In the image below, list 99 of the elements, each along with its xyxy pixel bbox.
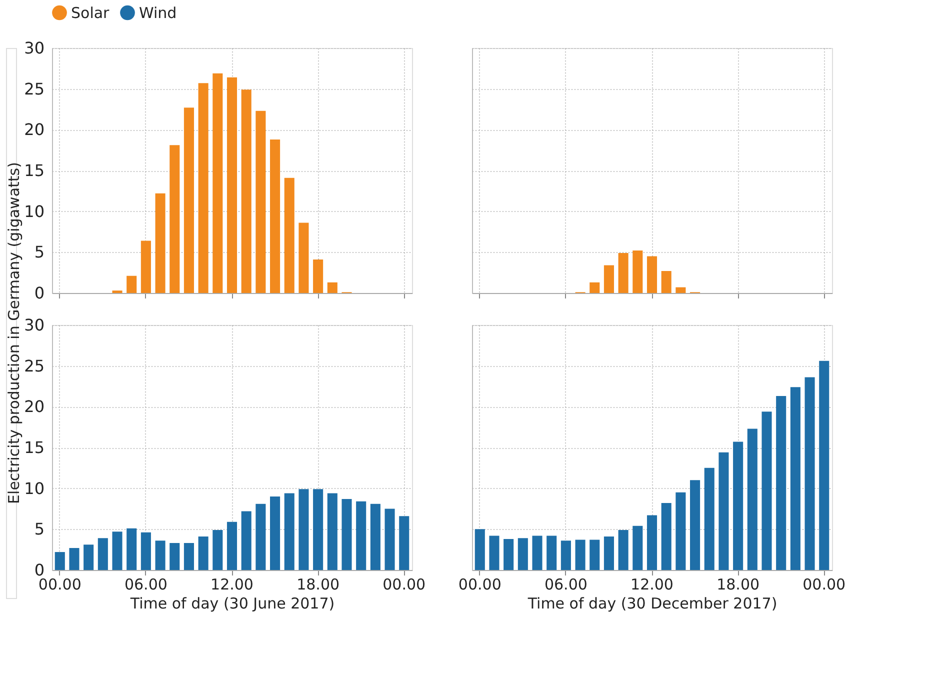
bar bbox=[474, 529, 485, 570]
bar bbox=[590, 282, 600, 293]
bar bbox=[241, 511, 252, 570]
y-tick-label: 15 bbox=[24, 438, 44, 457]
bar bbox=[270, 496, 280, 570]
bar bbox=[198, 83, 208, 293]
bar bbox=[504, 538, 514, 570]
y-tick-label: 25 bbox=[24, 79, 44, 98]
x-tick-label: 06.00 bbox=[544, 576, 588, 594]
bar bbox=[718, 452, 729, 570]
bar bbox=[819, 360, 830, 570]
x-tick-label: 06.00 bbox=[124, 576, 168, 594]
y-axis-title: Electricity production in Germany (gigawatts) bbox=[5, 162, 23, 504]
y-tick-label: 5 bbox=[34, 242, 44, 262]
bar bbox=[184, 108, 194, 293]
bar bbox=[226, 77, 238, 293]
x-tick-label: 12.00 bbox=[630, 576, 674, 594]
bar bbox=[226, 522, 238, 570]
y-tick-label: 20 bbox=[24, 120, 44, 140]
bar bbox=[632, 526, 643, 570]
bar bbox=[560, 540, 571, 570]
legend-label: Solar bbox=[71, 4, 110, 22]
y-tick-label: 10 bbox=[24, 202, 44, 221]
bar bbox=[98, 538, 108, 570]
bar bbox=[284, 493, 294, 570]
bar bbox=[676, 492, 686, 570]
bar bbox=[618, 530, 628, 570]
bar bbox=[298, 489, 309, 570]
y-tick-label: 20 bbox=[24, 397, 44, 416]
bar bbox=[155, 193, 166, 293]
y-tick-label: 15 bbox=[24, 161, 44, 180]
y-tick-label: 0 bbox=[34, 284, 44, 302]
bar bbox=[140, 240, 151, 293]
bar bbox=[170, 145, 180, 293]
bar bbox=[399, 516, 410, 570]
bar bbox=[590, 540, 600, 570]
x-tick-label: 18.00 bbox=[716, 576, 760, 594]
bar bbox=[733, 442, 744, 570]
bar bbox=[618, 252, 628, 293]
bar bbox=[532, 536, 542, 570]
bar bbox=[313, 489, 324, 570]
x-tick-label: 00.00 bbox=[802, 576, 846, 594]
bar bbox=[270, 139, 280, 293]
bar bbox=[342, 498, 352, 570]
bar bbox=[256, 110, 266, 293]
bar bbox=[356, 501, 366, 570]
bar bbox=[256, 504, 266, 570]
bar bbox=[140, 532, 151, 570]
y-tick-label: 30 bbox=[24, 316, 44, 334]
bar bbox=[198, 536, 208, 570]
x-axis-title: Time of day (30 December 2017) bbox=[526, 594, 778, 612]
bar bbox=[126, 276, 137, 293]
bar bbox=[384, 508, 395, 570]
bar bbox=[704, 468, 714, 570]
bar bbox=[690, 480, 700, 570]
bar bbox=[84, 544, 94, 570]
bar bbox=[184, 543, 194, 570]
bar bbox=[284, 178, 294, 293]
bar bbox=[112, 532, 122, 570]
bar bbox=[212, 73, 223, 293]
y-tick-label: 5 bbox=[34, 520, 44, 539]
bar bbox=[762, 412, 772, 570]
bar bbox=[298, 222, 309, 293]
bar bbox=[661, 270, 672, 293]
bar bbox=[327, 493, 338, 570]
bar bbox=[790, 387, 800, 570]
y-tick-label: 10 bbox=[24, 478, 44, 498]
y-tick-label: 25 bbox=[24, 356, 44, 376]
x-tick-label: 18.00 bbox=[296, 576, 340, 594]
bar bbox=[327, 282, 338, 293]
bar bbox=[370, 504, 380, 570]
x-tick-label: 00.00 bbox=[458, 576, 502, 594]
bar bbox=[661, 503, 672, 570]
bar bbox=[170, 543, 180, 570]
bar bbox=[518, 538, 528, 570]
bar bbox=[604, 265, 614, 293]
bar bbox=[646, 256, 658, 293]
x-tick-label: 12.00 bbox=[210, 576, 254, 594]
bar bbox=[69, 548, 80, 570]
bar bbox=[804, 377, 815, 570]
bar bbox=[489, 536, 500, 570]
bar bbox=[212, 530, 223, 570]
bar bbox=[546, 536, 557, 570]
bar bbox=[155, 540, 166, 570]
x-tick-label: 00.00 bbox=[382, 576, 426, 594]
bar bbox=[54, 552, 65, 570]
bar bbox=[575, 540, 586, 570]
bar bbox=[241, 90, 252, 293]
y-tick-label: 30 bbox=[24, 38, 44, 58]
bar bbox=[676, 287, 686, 293]
bar bbox=[632, 250, 643, 293]
x-axis-title: Time of day (30 June 2017) bbox=[129, 594, 335, 612]
bar bbox=[646, 515, 658, 570]
legend-label: Wind bbox=[139, 4, 177, 22]
bar bbox=[313, 260, 324, 293]
bar bbox=[126, 528, 137, 570]
bar bbox=[776, 396, 786, 570]
bar bbox=[747, 428, 758, 570]
bar bbox=[604, 536, 614, 570]
